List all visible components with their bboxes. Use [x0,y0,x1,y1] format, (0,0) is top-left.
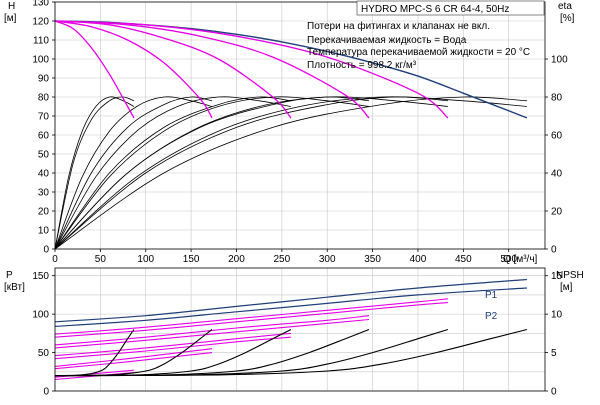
y-axis-head-title: H [8,1,15,12]
y-tick-label-eta: 0 [551,245,557,256]
y-tick-label-eta: 60 [551,131,563,142]
note-fittings: Потери на фитингах и клапанах не вкл. [307,20,490,32]
axes-layer [52,1,548,392]
y-tick-label-head: 20 [38,207,50,218]
y-tick-label-head: 30 [38,188,50,199]
power-curve-partial [54,336,291,360]
grid-layer [54,1,545,392]
power-curve-partial [54,318,370,349]
y-tick-label-power: 150 [32,271,49,282]
y-axis-eta-unit: [%] [560,13,575,24]
x-tick-label: 100 [137,254,154,265]
y-tick-label-npsh: 0 [551,387,557,398]
x-tick-label: 250 [274,254,291,265]
y-tick-label-eta: 80 [551,93,563,104]
power-curve-partial [54,352,213,370]
power-plot-frame [54,267,546,392]
y-axis-npsh-title: NPSH [556,270,584,281]
x-tick-label: 150 [183,254,200,265]
power-curve-p2 [54,287,527,327]
eta-curve [54,96,370,250]
head-plot-frame [54,1,546,250]
note-temperature: Температура перекачиваемой жидкости = 20… [307,47,530,58]
power-curve-p1 [54,278,527,323]
y-tick-label-power: 100 [32,310,49,321]
eta-curve [54,96,213,250]
y-tick-label-head: 110 [33,36,49,47]
eta-curve [54,96,213,250]
x-tick-label: 200 [228,254,245,265]
note-liquid: Перекачиваемая жидкость = Вода [307,35,467,46]
y-tick-label-eta: 40 [551,169,563,180]
eta-curve [54,96,370,250]
eta-curve [54,96,448,250]
y-tick-label-head: 60 [38,131,50,142]
y-tick-label-head: 0 [43,245,49,256]
y-tick-label-head: 10 [38,226,50,237]
y-tick-label-npsh: 5 [551,348,557,359]
power-curve-partial [54,348,213,367]
x-tick-label: 0 [52,254,58,265]
y-tick-label-power: 0 [43,387,49,398]
x-tick-label: 350 [364,254,381,265]
x-tick-label: 400 [410,254,427,265]
text-layer: HYDRO MPC-S 6 CR 64-4, 50Hz Потери на фи… [4,0,584,398]
y-tick-label-head: 80 [38,93,50,104]
note-density: Плотность = 998.2 кг/м³ [307,60,417,71]
series-label-p1: P1 [485,290,498,301]
y-tick-label-npsh: 10 [551,310,563,321]
power-curve-partial [54,369,134,378]
y-tick-label-power: 50 [38,348,50,359]
x-tick-label: 300 [319,254,336,265]
eta-curve [54,96,291,250]
y-axis-eta-title: eta [558,1,572,12]
head-curve-partial [54,20,449,119]
eta-curve [54,96,527,250]
y-axis-npsh-unit: [м] [560,282,573,293]
y-tick-label-head: 40 [38,169,50,180]
power-curve-partial [54,332,291,357]
y-tick-label-head: 70 [38,112,50,123]
eta-curve [54,96,135,250]
power-curve-partial [54,315,370,346]
x-axis-title: Q [м³/ч] [503,254,538,265]
x-tick-label: 50 [95,254,107,265]
power-curve-partial [54,298,448,335]
y-tick-label-eta: 20 [551,207,563,218]
series-layer [54,20,528,381]
y-tick-label-head: 50 [38,150,50,161]
title-box [356,0,545,16]
y-tick-label-eta: 100 [551,55,568,66]
y-axis-power-unit: [кВт] [4,282,25,293]
head-curve-partial [54,20,135,119]
eta-curve [54,96,291,250]
eta-curve [54,96,527,250]
eta-curve [54,96,135,250]
chart-title: HYDRO MPC-S 6 CR 64-4, 50Hz [361,4,509,15]
npsh-curve [54,328,528,377]
head-curve-partial [54,20,292,119]
y-tick-label-head: 130 [32,0,49,9]
y-tick-label-head: 120 [32,17,49,28]
y-axis-head-unit: [м] [4,13,17,24]
x-tick-label: 500 [500,254,517,265]
head-curve-partial [54,20,370,119]
x-tick-label: 450 [455,254,472,265]
y-axis-power-title: P [6,270,13,281]
head-curve-partial [54,20,213,119]
y-tick-label-head: 90 [38,74,50,85]
series-label-p2: P2 [485,311,498,322]
y-tick-label-head: 100 [32,55,49,66]
power-curve-partial [54,302,448,338]
y-tick-label-npsh: 15 [551,271,563,282]
